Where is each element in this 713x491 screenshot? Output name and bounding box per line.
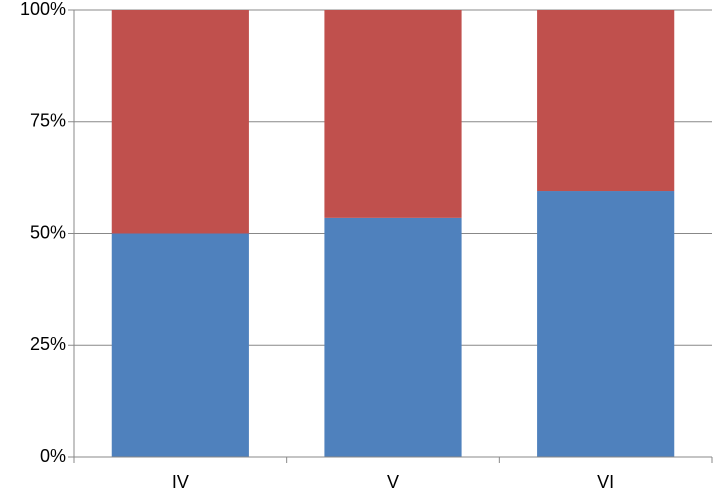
x-tick-label: V (387, 472, 399, 491)
bar-segment (324, 217, 462, 457)
x-tick-label: IV (172, 472, 189, 491)
bar-segment (324, 10, 462, 218)
bar-segment (111, 10, 249, 234)
y-tick-label: 25% (30, 334, 66, 354)
y-tick-label: 0% (40, 446, 66, 466)
y-tick-label: 100% (20, 0, 66, 19)
bar-segment (537, 10, 675, 192)
y-tick-label: 75% (30, 111, 66, 131)
bar-segment (111, 233, 249, 457)
y-tick-label: 50% (30, 222, 66, 242)
x-tick-label: VI (597, 472, 614, 491)
bar-segment (537, 191, 675, 457)
